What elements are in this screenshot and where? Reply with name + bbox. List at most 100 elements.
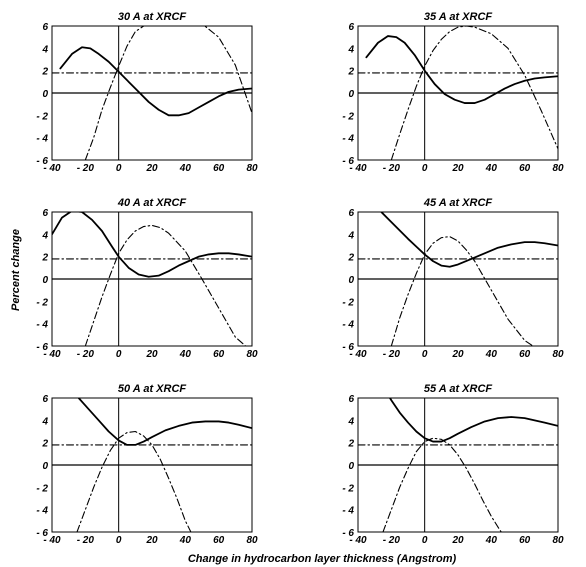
y-tick-label: - 2 xyxy=(342,297,354,308)
x-tick-label: 0 xyxy=(116,163,122,174)
y-tick-label: 4 xyxy=(41,230,48,241)
panel-4: 45 A at XRCF 6 4 2 0 - 2 - 4 - 6 - 40 - … xyxy=(342,197,564,360)
series-line-dashdot xyxy=(84,26,252,160)
y-tick-label: 6 xyxy=(348,394,354,405)
x-tick-label: 60 xyxy=(519,535,531,546)
x-tick-label: 40 xyxy=(179,349,192,360)
x-tick-label: 20 xyxy=(145,535,158,546)
y-tick-label: 4 xyxy=(347,416,354,427)
x-tick-label: 40 xyxy=(485,349,498,360)
series-line-solid xyxy=(380,212,558,268)
series-line-dashdot xyxy=(84,224,247,346)
y-tick-label: - 2 xyxy=(36,483,48,494)
x-tick-label: - 20 xyxy=(383,535,401,546)
x-axis-label: Change in hydrocarbon layer thickness (A… xyxy=(188,553,457,565)
x-tick-label: 20 xyxy=(451,163,464,174)
x-tick-label: 40 xyxy=(179,163,192,174)
y-tick-label: - 6 xyxy=(36,342,48,353)
y-tick-label: - 2 xyxy=(342,111,354,122)
x-tick-label: 40 xyxy=(485,163,498,174)
series-line-solid xyxy=(388,398,558,443)
y-tick-label: - 6 xyxy=(342,342,354,353)
panel-title: 50 A at XRCF xyxy=(118,383,187,395)
x-tick-label: 60 xyxy=(213,163,225,174)
x-tick-label: 60 xyxy=(519,349,531,360)
y-tick-label: 0 xyxy=(42,275,48,286)
y-tick-label: 4 xyxy=(347,44,354,55)
x-tick-label: 80 xyxy=(552,349,564,360)
y-tick-label: - 4 xyxy=(36,134,48,145)
y-tick-label: 2 xyxy=(347,67,354,78)
y-tick-label: - 2 xyxy=(36,111,48,122)
y-tick-label: - 4 xyxy=(342,134,354,145)
y-tick-label: 2 xyxy=(41,253,48,264)
series-line-solid xyxy=(365,35,558,104)
y-tick-label: - 2 xyxy=(36,297,48,308)
y-tick-label: 2 xyxy=(347,439,354,450)
series-line-dashdot xyxy=(382,437,503,532)
series-line-dashdot xyxy=(76,430,192,532)
x-tick-label: 20 xyxy=(145,349,158,360)
x-tick-label: 60 xyxy=(213,349,225,360)
y-tick-label: 0 xyxy=(348,89,354,100)
y-tick-label: - 6 xyxy=(36,156,48,167)
y-tick-label: 6 xyxy=(42,208,48,219)
y-tick-label: - 6 xyxy=(36,528,48,539)
x-tick-label: 60 xyxy=(519,163,531,174)
series-line-solid xyxy=(77,398,252,446)
panel-title: 40 A at XRCF xyxy=(117,197,187,209)
panel-5: 50 A at XRCF 6 4 2 0 - 2 - 4 - 6 - 40 - … xyxy=(36,383,258,546)
panel-1: 30 A at XRCF 6 4 2 0 - 2 - 4 - 6 - 40 - … xyxy=(36,11,258,174)
panel-title: 30 A at XRCF xyxy=(118,11,187,23)
y-tick-label: - 6 xyxy=(342,528,354,539)
y-tick-label: - 4 xyxy=(36,506,48,517)
x-tick-label: 20 xyxy=(145,163,158,174)
x-tick-label: - 20 xyxy=(77,163,95,174)
x-tick-label: - 20 xyxy=(383,163,401,174)
x-tick-label: - 40 xyxy=(349,535,367,546)
x-tick-label: 80 xyxy=(552,535,564,546)
y-tick-label: 6 xyxy=(348,22,354,33)
y-tick-label: 4 xyxy=(347,230,354,241)
x-tick-label: 0 xyxy=(116,535,122,546)
y-tick-label: - 4 xyxy=(36,320,48,331)
y-tick-label: 0 xyxy=(42,89,48,100)
x-tick-label: 0 xyxy=(116,349,122,360)
series-line-solid xyxy=(52,212,252,278)
x-tick-label: - 40 xyxy=(349,349,367,360)
panel-title: 35 A at XRCF xyxy=(424,11,493,23)
panel-3: 40 A at XRCF 6 4 2 0 - 2 - 4 - 6 - 40 - … xyxy=(36,197,258,360)
x-tick-label: 0 xyxy=(422,349,428,360)
series-line-dashdot xyxy=(390,236,534,346)
x-tick-label: 80 xyxy=(246,163,258,174)
series-line-solid xyxy=(59,46,252,117)
y-tick-label: 0 xyxy=(348,461,354,472)
y-tick-label: 4 xyxy=(41,416,48,427)
y-tick-label: 4 xyxy=(41,44,48,55)
x-tick-label: 20 xyxy=(451,349,464,360)
x-tick-label: - 40 xyxy=(43,535,61,546)
y-axis-label: Percent change xyxy=(10,229,22,311)
x-tick-label: - 20 xyxy=(77,349,95,360)
x-tick-label: 60 xyxy=(213,535,225,546)
panel-title: 55 A at XRCF xyxy=(424,383,493,395)
x-tick-label: - 40 xyxy=(349,163,367,174)
panel-2: 35 A at XRCF 6 4 2 0 - 2 - 4 - 6 - 40 - … xyxy=(342,11,564,174)
x-tick-label: - 40 xyxy=(43,163,61,174)
y-tick-label: - 6 xyxy=(342,156,354,167)
y-tick-label: 6 xyxy=(42,22,48,33)
x-tick-label: 80 xyxy=(246,349,258,360)
x-tick-label: 0 xyxy=(422,163,428,174)
x-tick-label: - 40 xyxy=(43,349,61,360)
y-tick-label: 0 xyxy=(348,275,354,286)
y-tick-label: 2 xyxy=(347,253,354,264)
x-tick-label: 40 xyxy=(179,535,192,546)
y-tick-label: 2 xyxy=(41,439,48,450)
x-tick-label: 80 xyxy=(552,163,564,174)
y-tick-label: 6 xyxy=(42,394,48,405)
y-tick-label: - 2 xyxy=(342,483,354,494)
x-tick-label: 80 xyxy=(246,535,258,546)
x-tick-label: 20 xyxy=(451,535,464,546)
y-tick-label: 0 xyxy=(42,461,48,472)
